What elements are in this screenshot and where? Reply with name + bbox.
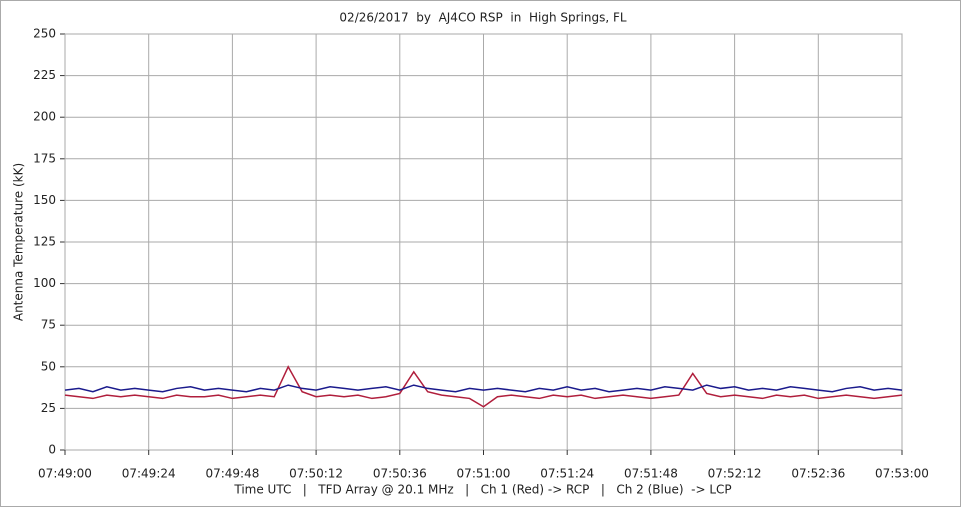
- y-tick-label: 50: [41, 359, 56, 373]
- y-tick-label: 150: [33, 193, 56, 207]
- y-tick-label: 250: [33, 27, 56, 41]
- x-tick-label: 07:49:48: [205, 467, 259, 481]
- series-line: [64, 384, 903, 393]
- y-axis-label: Antenna Temperature (kK): [12, 163, 26, 321]
- y-tick-label: 225: [33, 68, 56, 82]
- x-tick-label: 07:52:36: [791, 467, 845, 481]
- x-tick-label: 07:51:48: [624, 467, 678, 481]
- y-tick-label: 100: [33, 276, 56, 290]
- x-tick-label: 07:50:12: [289, 467, 343, 481]
- y-tick-label: 125: [33, 235, 56, 249]
- x-tick-label: 07:52:12: [708, 467, 762, 481]
- x-tick-label: 07:49:00: [38, 467, 92, 481]
- x-tick-label: 07:50:36: [373, 467, 427, 481]
- y-tick-label: 0: [48, 443, 56, 457]
- y-tick-label: 25: [41, 401, 56, 415]
- x-tick-label: 07:51:00: [457, 467, 511, 481]
- y-tick-label: 200: [33, 110, 56, 124]
- chart-title: 02/26/2017 by AJ4CO RSP in High Springs,…: [339, 11, 626, 25]
- x-tick-label: 07:49:24: [122, 467, 176, 481]
- x-axis-label: Time UTC | TFD Array @ 20.1 MHz | Ch 1 (…: [233, 483, 731, 497]
- y-tick-label: 75: [41, 318, 56, 332]
- x-tick-label: 07:53:00: [875, 467, 929, 481]
- series-line: [64, 365, 903, 408]
- x-tick-label: 07:51:24: [540, 467, 594, 481]
- y-tick-label: 175: [33, 151, 56, 165]
